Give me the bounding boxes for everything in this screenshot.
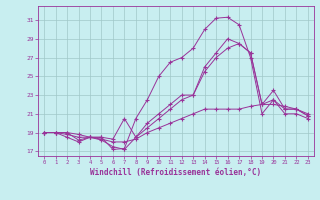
X-axis label: Windchill (Refroidissement éolien,°C): Windchill (Refroidissement éolien,°C) [91,168,261,177]
